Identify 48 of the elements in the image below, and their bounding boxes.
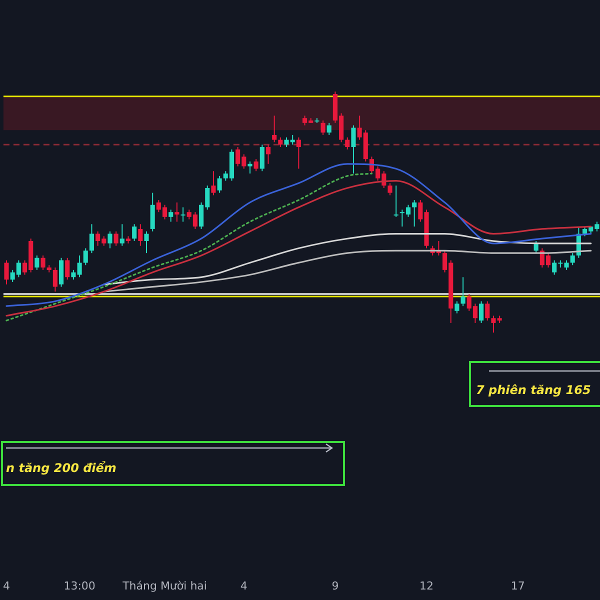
candlestick bbox=[120, 224, 124, 246]
candlestick bbox=[485, 300, 490, 322]
candlestick bbox=[570, 252, 575, 266]
candlestick bbox=[77, 254, 82, 278]
candlestick bbox=[168, 209, 174, 222]
candlestick bbox=[89, 224, 94, 254]
x-tick-label: Tháng Mười hai bbox=[122, 579, 207, 592]
x-tick-label: 9 bbox=[332, 579, 339, 592]
candlestick bbox=[108, 230, 112, 249]
candlestick bbox=[138, 224, 143, 246]
candlestick bbox=[479, 300, 484, 324]
text: n tăng 200 điểm bbox=[6, 461, 116, 475]
candlestick bbox=[260, 144, 264, 172]
x-tick-label: 4 bbox=[3, 579, 10, 592]
candlestick bbox=[460, 276, 466, 307]
candlestick bbox=[40, 254, 46, 270]
candlestick bbox=[345, 136, 350, 150]
candlestick bbox=[211, 170, 216, 196]
candlestick bbox=[174, 202, 180, 222]
candlestick bbox=[52, 267, 58, 292]
candlestick bbox=[254, 158, 258, 172]
x-tick-label: 17 bbox=[510, 579, 525, 592]
candlestick bbox=[296, 136, 301, 170]
x-tick-label: 4 bbox=[240, 579, 248, 592]
candlestick bbox=[388, 182, 392, 196]
candlestick bbox=[34, 254, 40, 270]
x-tick-label: 12 bbox=[420, 579, 434, 592]
candlestick bbox=[65, 257, 70, 280]
candlestick bbox=[266, 144, 271, 164]
candlestick bbox=[326, 122, 332, 136]
candlestick bbox=[83, 248, 88, 266]
candlestick bbox=[132, 224, 137, 242]
text: 7 phiên tăng 165 bbox=[476, 383, 591, 397]
candlestick bbox=[71, 269, 76, 280]
x-tick-label: 13:00 bbox=[64, 579, 96, 592]
candlestick bbox=[180, 206, 186, 222]
candlestick bbox=[248, 160, 252, 174]
candlestick bbox=[454, 300, 460, 314]
candlestick bbox=[320, 120, 326, 136]
candlestick bbox=[412, 200, 417, 228]
candlestick bbox=[278, 136, 283, 148]
candlestick bbox=[217, 175, 222, 194]
candlestick bbox=[351, 124, 356, 174]
candlestick bbox=[114, 230, 118, 246]
candlestick bbox=[394, 185, 398, 218]
candlestick bbox=[272, 115, 277, 143]
candlestick bbox=[4, 260, 9, 285]
candlestick bbox=[144, 230, 149, 254]
